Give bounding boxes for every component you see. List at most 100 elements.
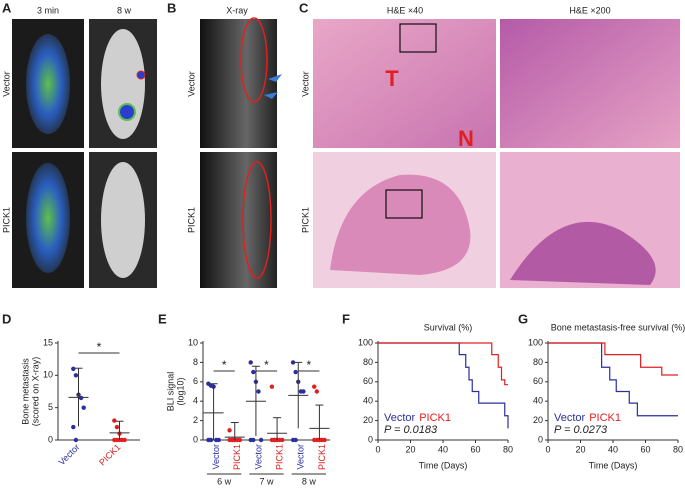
data-point xyxy=(248,360,253,365)
y-tick-label: 10 xyxy=(43,370,53,380)
x-tick-label: 40 xyxy=(438,444,448,454)
xray-image xyxy=(200,152,277,288)
data-point xyxy=(71,366,76,372)
y-tick-label: 2 xyxy=(193,415,198,425)
survival-curve xyxy=(548,342,678,376)
column-label: H&E ×40 xyxy=(387,5,423,15)
mouse xyxy=(101,162,145,278)
significance: * xyxy=(264,358,269,372)
bli-signal xyxy=(26,34,70,134)
legend-label: PICK1 xyxy=(589,412,621,424)
data-point xyxy=(112,418,117,423)
survival-curve xyxy=(548,342,678,417)
significance: * xyxy=(222,358,227,372)
x-tick-label: PICK1 xyxy=(317,444,327,470)
data-point xyxy=(81,405,86,410)
data-point xyxy=(293,437,298,443)
y-tick-label: 0 xyxy=(538,434,543,444)
y-tick-label: 10 xyxy=(188,337,198,347)
row-label: Vector xyxy=(300,71,310,97)
x-tick-label: Vector xyxy=(56,442,81,467)
y-tick-label: 100 xyxy=(358,337,373,347)
x-tick-label: 80 xyxy=(503,444,513,454)
y-axis-label: BLI signal xyxy=(165,372,175,412)
data-point xyxy=(293,369,298,375)
y-tick-label: 5 xyxy=(48,402,53,412)
lesion-outline xyxy=(240,17,268,103)
x-tick-label: 20 xyxy=(575,444,585,454)
x-tick-label: PICK1 xyxy=(97,442,122,467)
legend-label: PICK1 xyxy=(419,412,451,424)
data-point xyxy=(71,424,76,430)
mouse xyxy=(101,29,145,139)
y-tick-label: 0 xyxy=(48,434,53,444)
bli-signal xyxy=(26,163,70,273)
row-label: PICK1 xyxy=(300,207,310,233)
data-point xyxy=(312,384,317,389)
chart-title: Survival (%) xyxy=(424,322,473,332)
y-tick-label: 40 xyxy=(363,396,373,406)
y-tick-label: 80 xyxy=(363,357,373,367)
x-tick-label: 20 xyxy=(405,444,415,454)
data-point xyxy=(251,437,256,443)
data-point xyxy=(290,360,296,365)
y-tick-label: 60 xyxy=(533,376,543,386)
data-point xyxy=(258,437,264,443)
significance: * xyxy=(97,340,102,354)
panel-letter: E xyxy=(158,311,167,326)
y-axis-label: (log10) xyxy=(175,377,185,405)
column-label: 8 w xyxy=(117,5,132,15)
row-label: PICK1 xyxy=(1,207,11,233)
row-label: Vector xyxy=(186,71,196,97)
x-tick-label: Vector xyxy=(211,444,221,470)
y-tick-label: 20 xyxy=(363,415,373,425)
data-point xyxy=(280,437,285,443)
data-point xyxy=(122,437,127,443)
p-value: P = 0.0273 xyxy=(554,424,608,436)
y-tick-label: 4 xyxy=(193,396,198,406)
normal-mark: N xyxy=(458,126,474,151)
zoom-box xyxy=(385,189,423,219)
data-point xyxy=(256,389,261,394)
y-tick-label: 80 xyxy=(533,357,543,367)
data-point xyxy=(251,369,256,375)
y-axis-label: (scored on X-ray) xyxy=(30,357,40,427)
histology-image xyxy=(500,19,680,148)
column-label: H&E ×200 xyxy=(569,5,610,15)
p-value: P = 0.0183 xyxy=(384,424,438,436)
legend-label: Vector xyxy=(554,412,586,424)
y-tick-label: 8 xyxy=(193,357,198,367)
panel-letter: D xyxy=(2,311,11,326)
arrow xyxy=(264,74,282,99)
x-tick-label: 60 xyxy=(640,444,650,454)
x-tick-label: PICK1 xyxy=(274,444,284,470)
tumor-mark: T xyxy=(385,66,399,91)
column-label: X-ray xyxy=(226,5,248,15)
data-point xyxy=(314,389,320,394)
bli-signal xyxy=(118,103,136,121)
y-tick-label: 15 xyxy=(43,337,53,347)
marrow-tissue xyxy=(510,221,656,285)
x-axis-label: Time (Days) xyxy=(419,460,468,470)
panel-letter: C xyxy=(299,0,309,15)
y-tick-label: 40 xyxy=(533,396,543,406)
x-axis-label: Time (Days) xyxy=(589,460,638,470)
y-tick-label: 0 xyxy=(368,434,373,444)
group-label: 8 w xyxy=(302,476,317,486)
x-tick-label: Vector xyxy=(296,444,306,470)
histology-image xyxy=(313,19,496,148)
bli-signal xyxy=(136,70,146,80)
data-point xyxy=(322,437,327,443)
data-point xyxy=(269,384,275,389)
row-label: PICK1 xyxy=(186,207,196,233)
y-tick-label: 20 xyxy=(533,415,543,425)
x-tick-label: PICK1 xyxy=(232,444,242,470)
group-label: 7 w xyxy=(259,476,274,486)
x-tick-label: Vector xyxy=(253,444,263,470)
axis xyxy=(57,341,140,441)
data-point xyxy=(78,395,84,401)
x-tick-label: 80 xyxy=(673,444,683,454)
y-tick-label: 0 xyxy=(193,434,198,444)
